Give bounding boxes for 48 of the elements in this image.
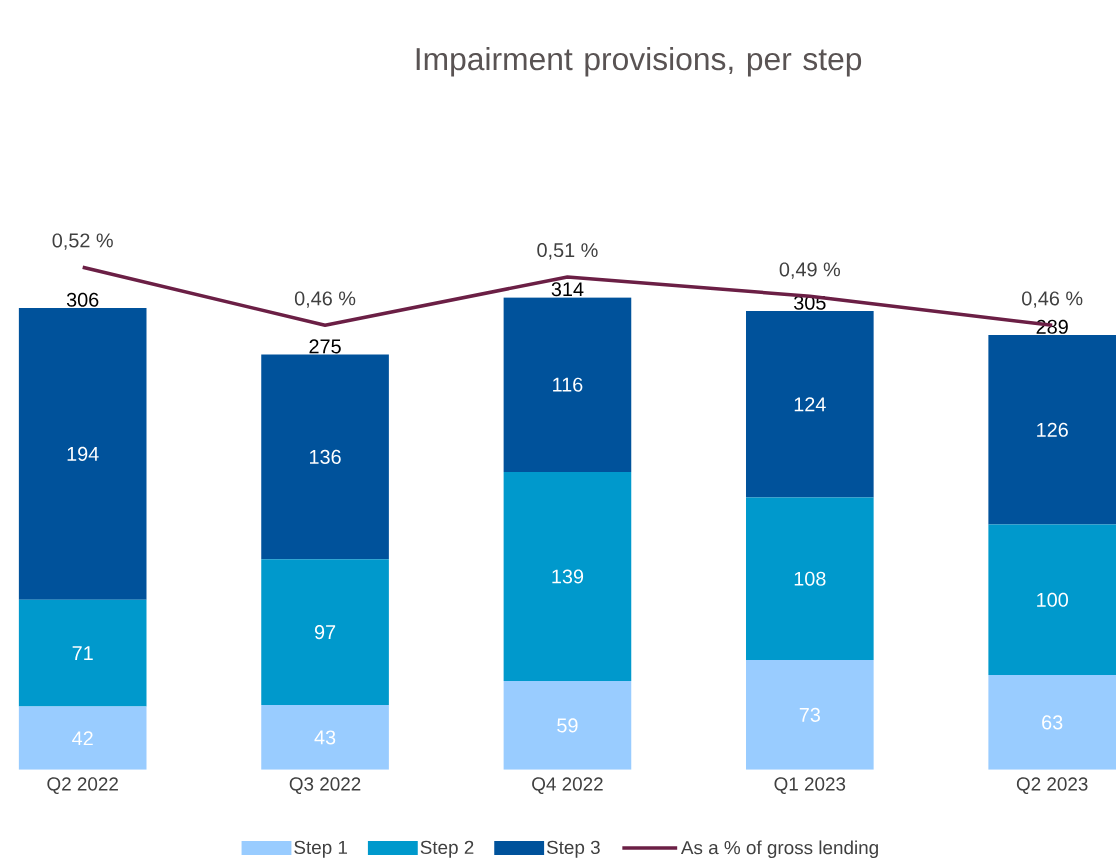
bar (746, 497, 874, 660)
bar (988, 334, 1116, 525)
x-tick-label: Q2 2023 (1016, 777, 1088, 794)
x-tick-label: Q3 2022 (289, 777, 361, 794)
data-label: 43 (314, 730, 336, 745)
data-label: 194 (67, 446, 99, 461)
bar (261, 704, 389, 770)
total-label: 314 (551, 281, 584, 297)
data-label: 71 (72, 646, 93, 660)
legend-label: Step 2 (420, 840, 474, 858)
data-label: 116 (553, 377, 583, 392)
bar (18, 599, 147, 707)
data-label: 0,49 % (779, 262, 841, 279)
data-label: 73 (799, 707, 820, 722)
x-tick-label: Q4 2022 (532, 777, 603, 794)
data-label: 136 (310, 449, 341, 464)
bar (18, 706, 147, 770)
data-label: 63 (1042, 715, 1063, 730)
data-label: 0,52 % (52, 233, 113, 250)
chart-title: Impairment provisions, per step (416, 46, 862, 77)
legend-label: As a % of gross lending (680, 840, 878, 858)
bar (746, 310, 874, 498)
bar (503, 297, 632, 472)
data-label: 0,46 % (1022, 291, 1083, 308)
total-label: 275 (309, 339, 341, 354)
bar (503, 471, 632, 681)
bar (503, 680, 632, 770)
data-label: 100 (1037, 592, 1068, 607)
bar (746, 659, 874, 770)
data-label: 97 (314, 624, 336, 639)
data-label: 108 (794, 571, 826, 586)
bar (988, 524, 1116, 675)
x-tick-label: Q1 2023 (774, 777, 846, 794)
data-label: 126 (1037, 422, 1068, 437)
data-label: 0,46 % (294, 291, 356, 308)
x-tick-label: Q2 2022 (47, 777, 118, 794)
data-label: 42 (72, 731, 93, 745)
total-label: 306 (66, 292, 99, 307)
data-label: 139 (552, 569, 584, 584)
data-label: 59 (557, 718, 578, 733)
legend-label: Step 3 (546, 840, 600, 858)
bar (261, 558, 389, 705)
bar (261, 354, 389, 559)
legend-label: Step 1 (294, 840, 348, 858)
bar (988, 674, 1116, 770)
data-label: 0,51 % (537, 242, 598, 260)
data-label: 124 (794, 397, 826, 411)
bar (18, 307, 147, 600)
